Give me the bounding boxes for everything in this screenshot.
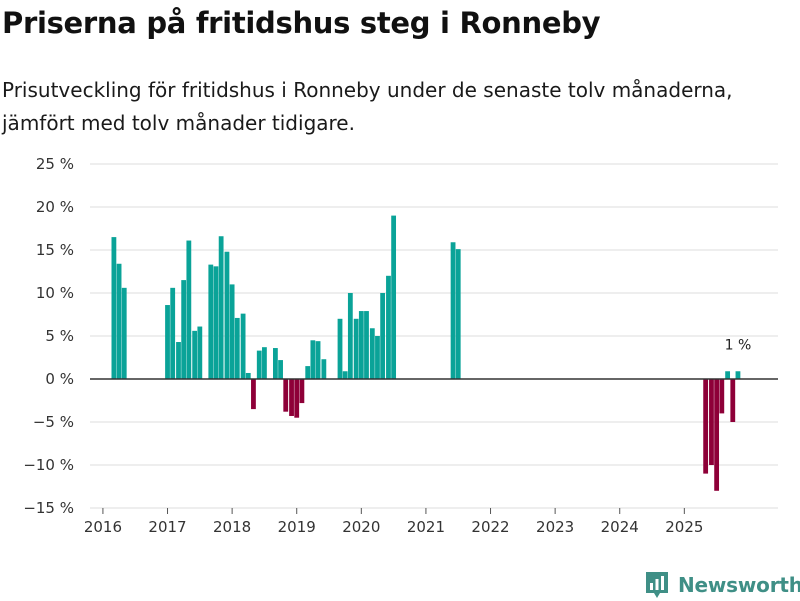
bar bbox=[234, 317, 240, 379]
bar bbox=[391, 215, 397, 379]
y-tick-label: 25 % bbox=[36, 155, 74, 173]
bar bbox=[245, 372, 251, 379]
bar bbox=[353, 318, 359, 379]
gridlines bbox=[90, 163, 778, 509]
bar bbox=[170, 287, 176, 379]
bar bbox=[369, 328, 375, 379]
bar bbox=[197, 326, 203, 379]
bar bbox=[714, 379, 720, 491]
bar bbox=[735, 371, 741, 379]
bar bbox=[251, 379, 256, 410]
data-label: 1 % bbox=[725, 337, 752, 353]
x-tick-label: 2019 bbox=[278, 518, 316, 536]
x-tick-label: 2020 bbox=[342, 518, 380, 536]
x-tick-label: 2023 bbox=[536, 518, 574, 536]
bar bbox=[278, 360, 283, 379]
bar bbox=[342, 371, 348, 379]
x-tick-label: 2017 bbox=[148, 518, 186, 536]
bar bbox=[310, 340, 316, 379]
bar bbox=[730, 379, 736, 422]
bar bbox=[289, 379, 294, 416]
bar bbox=[358, 311, 364, 379]
y-tick-label: −10 % bbox=[23, 456, 74, 474]
bar bbox=[176, 342, 181, 379]
bar bbox=[192, 330, 198, 379]
y-tick-label: −15 % bbox=[23, 499, 74, 517]
bar bbox=[725, 371, 731, 379]
bar bbox=[294, 379, 300, 418]
bar bbox=[283, 379, 289, 412]
bar bbox=[208, 264, 214, 379]
y-tick-label: −5 % bbox=[33, 413, 74, 431]
x-tick-label: 2021 bbox=[407, 518, 445, 536]
chart-title: Priserna på fritidshus steg i Ronneby bbox=[2, 6, 601, 40]
bar bbox=[111, 237, 117, 379]
newsworthy-logo-icon bbox=[646, 572, 668, 598]
y-tick-label: 10 % bbox=[36, 284, 74, 302]
bar bbox=[229, 284, 235, 379]
brand-name: Newsworthy bbox=[678, 573, 800, 597]
bar bbox=[213, 266, 219, 379]
y-axis-ticks: −15 % −10 % −5 % 0 % 5 % 10 % 15 % 20 % 25 % bbox=[23, 155, 74, 517]
bar bbox=[224, 251, 230, 379]
x-tick-label: 2025 bbox=[665, 518, 703, 536]
bar bbox=[299, 379, 305, 404]
bar bbox=[273, 348, 278, 379]
data-labels: 1 % bbox=[725, 337, 752, 353]
bar bbox=[181, 280, 187, 379]
x-tick-label: 2022 bbox=[471, 518, 509, 536]
x-tick-label: 2016 bbox=[84, 518, 122, 536]
bar bbox=[375, 336, 380, 379]
bar bbox=[450, 242, 456, 379]
bar bbox=[165, 305, 170, 379]
bar bbox=[709, 379, 714, 465]
y-tick-label: 5 % bbox=[45, 327, 74, 345]
bar bbox=[364, 311, 369, 379]
bar bbox=[347, 293, 353, 379]
bar bbox=[262, 347, 267, 379]
y-tick-label: 20 % bbox=[36, 198, 74, 216]
bar bbox=[719, 379, 725, 414]
bar bbox=[186, 240, 192, 379]
bar bbox=[121, 287, 127, 379]
bar-chart: −15 % −10 % −5 % 0 % 5 % 10 % 15 % 20 % 25 % 201… bbox=[23, 155, 778, 536]
x-axis-ticks: 2016 2017 2018 2019 2020 2021 2022 2023 2024 2025 bbox=[84, 508, 703, 536]
chart-subtitle: Prisutveckling för fritidshus i Ronneby … bbox=[2, 78, 733, 135]
bar bbox=[455, 249, 461, 379]
x-tick-label: 2024 bbox=[601, 518, 639, 536]
bars bbox=[111, 215, 741, 491]
bar bbox=[305, 366, 311, 379]
brand-logo: Newsworthy bbox=[644, 569, 800, 601]
y-tick-label: 15 % bbox=[36, 241, 74, 259]
bar bbox=[703, 379, 709, 474]
bar bbox=[256, 350, 262, 379]
bar bbox=[386, 275, 391, 379]
bar bbox=[321, 359, 327, 379]
bar bbox=[337, 318, 343, 379]
bar bbox=[315, 341, 321, 379]
y-tick-label: 0 % bbox=[45, 370, 74, 388]
bar bbox=[218, 236, 224, 379]
bar bbox=[116, 263, 122, 379]
bar bbox=[240, 313, 246, 379]
bar bbox=[380, 293, 386, 379]
x-tick-label: 2018 bbox=[213, 518, 251, 536]
